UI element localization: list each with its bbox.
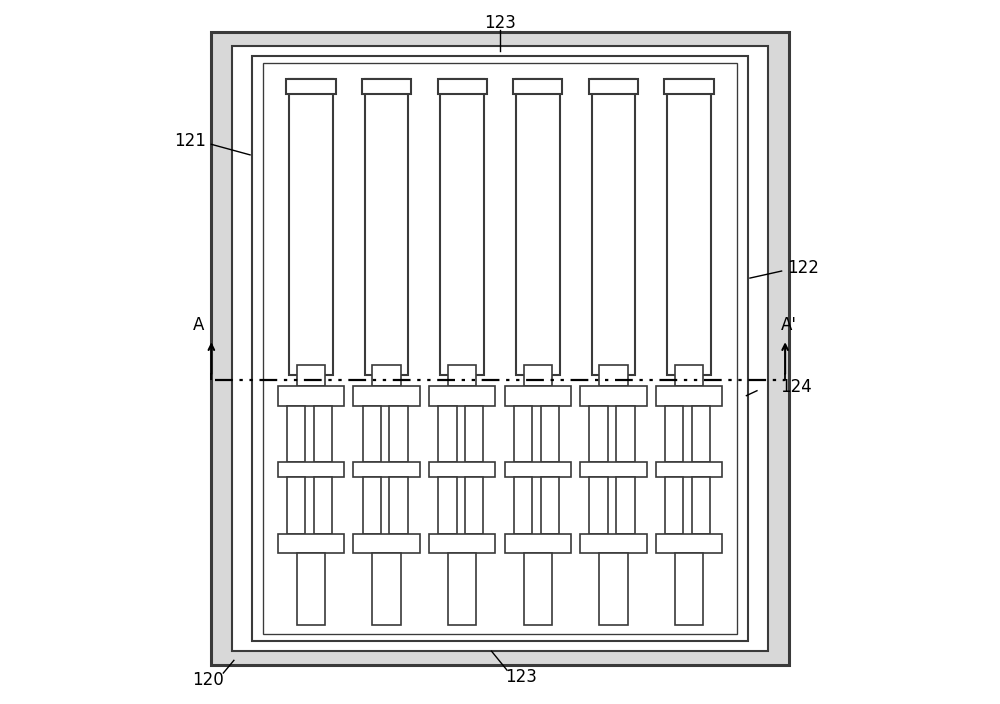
Bar	[438, 79, 487, 94]
Text: 120: 120	[192, 671, 224, 689]
Text: 121: 121	[174, 132, 206, 150]
Bar	[589, 79, 638, 94]
Bar	[665, 477, 683, 534]
Bar	[297, 365, 325, 386]
Bar	[363, 406, 381, 462]
Bar	[656, 386, 722, 406]
Bar	[589, 406, 608, 462]
Bar	[580, 386, 647, 406]
Text: 123: 123	[505, 668, 537, 686]
Text: A: A	[193, 315, 204, 334]
Bar	[524, 365, 552, 386]
Bar	[465, 477, 483, 534]
Bar	[675, 553, 703, 625]
Bar	[505, 386, 571, 406]
Bar	[664, 79, 714, 94]
Bar	[362, 79, 411, 94]
Bar	[252, 56, 748, 641]
Bar	[289, 79, 333, 375]
Text: 122: 122	[787, 258, 819, 277]
Bar	[665, 406, 683, 462]
Bar	[599, 365, 628, 386]
Bar	[616, 406, 635, 462]
Bar	[389, 477, 408, 534]
Bar	[667, 79, 711, 375]
Bar	[429, 462, 495, 477]
Bar	[448, 553, 476, 625]
Bar	[372, 365, 401, 386]
Bar	[353, 462, 420, 477]
Bar	[589, 477, 608, 534]
Bar	[278, 386, 344, 406]
Bar	[692, 477, 710, 534]
Bar	[429, 386, 495, 406]
Bar	[580, 534, 647, 553]
Text: 123: 123	[484, 13, 516, 32]
Bar	[516, 79, 560, 375]
Bar	[524, 553, 552, 625]
Text: 124: 124	[780, 378, 812, 396]
Bar	[429, 534, 495, 553]
Bar	[438, 406, 457, 462]
Bar	[232, 46, 768, 651]
Bar	[438, 477, 457, 534]
Bar	[514, 477, 532, 534]
Text: A': A'	[781, 315, 797, 334]
Bar	[514, 406, 532, 462]
Bar	[616, 477, 635, 534]
Bar	[580, 462, 647, 477]
Bar	[513, 79, 562, 94]
Bar	[656, 534, 722, 553]
Bar	[314, 477, 332, 534]
Bar	[263, 63, 737, 634]
Bar	[211, 32, 789, 665]
Bar	[314, 406, 332, 462]
Bar	[389, 406, 408, 462]
Bar	[286, 79, 336, 94]
Bar	[505, 534, 571, 553]
Bar	[692, 406, 710, 462]
Bar	[297, 553, 325, 625]
Bar	[440, 79, 484, 375]
Bar	[372, 553, 401, 625]
Bar	[287, 406, 305, 462]
Bar	[656, 462, 722, 477]
Bar	[278, 462, 344, 477]
Bar	[541, 406, 559, 462]
Bar	[353, 534, 420, 553]
Bar	[541, 477, 559, 534]
Bar	[287, 477, 305, 534]
Bar	[675, 365, 703, 386]
Bar	[592, 79, 635, 375]
Bar	[505, 462, 571, 477]
Bar	[599, 553, 628, 625]
Bar	[363, 477, 381, 534]
Bar	[278, 534, 344, 553]
Bar	[448, 365, 476, 386]
Bar	[353, 386, 420, 406]
Bar	[465, 406, 483, 462]
Bar	[365, 79, 408, 375]
